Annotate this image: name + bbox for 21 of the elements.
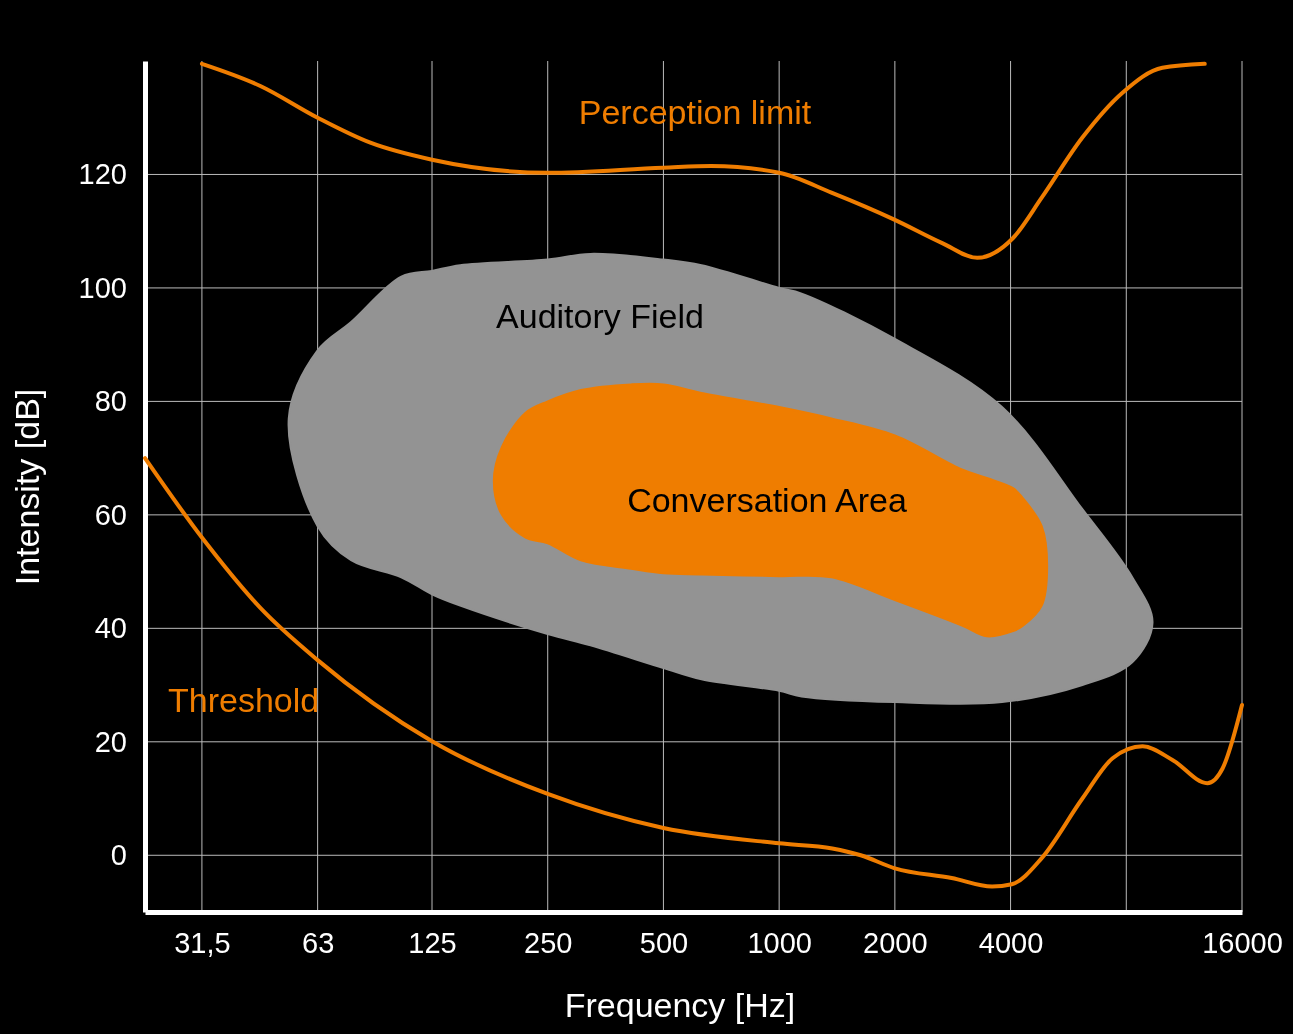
x-tick-label: 500: [639, 926, 689, 959]
y-tick-label: 120: [78, 158, 127, 191]
x-tick-label: 2000: [863, 926, 928, 959]
y-axis-title: Intensity [dB]: [7, 388, 46, 586]
y-tick-label: 0: [110, 839, 127, 872]
y-tick-label: 40: [94, 612, 127, 645]
x-tick-label: 250: [524, 926, 573, 959]
series-label: Auditory Field: [496, 296, 704, 335]
x-tick-label: 31,5: [174, 926, 231, 959]
x-tick-label: 63: [301, 926, 335, 959]
y-tick-label: 60: [94, 498, 127, 531]
x-tick-label: 1000: [747, 926, 812, 959]
series-label: Conversation Area: [627, 480, 907, 519]
series-label: Threshold: [168, 680, 320, 719]
x-tick-label: 125: [408, 926, 457, 959]
x-tick-label: 16000: [1202, 926, 1283, 959]
y-tick-label: 100: [78, 271, 127, 304]
y-tick-label: 80: [94, 385, 127, 418]
y-tick-label: 20: [94, 725, 127, 758]
x-axis-title: Frequency [Hz]: [564, 985, 796, 1024]
x-tick-label: 4000: [978, 926, 1044, 959]
